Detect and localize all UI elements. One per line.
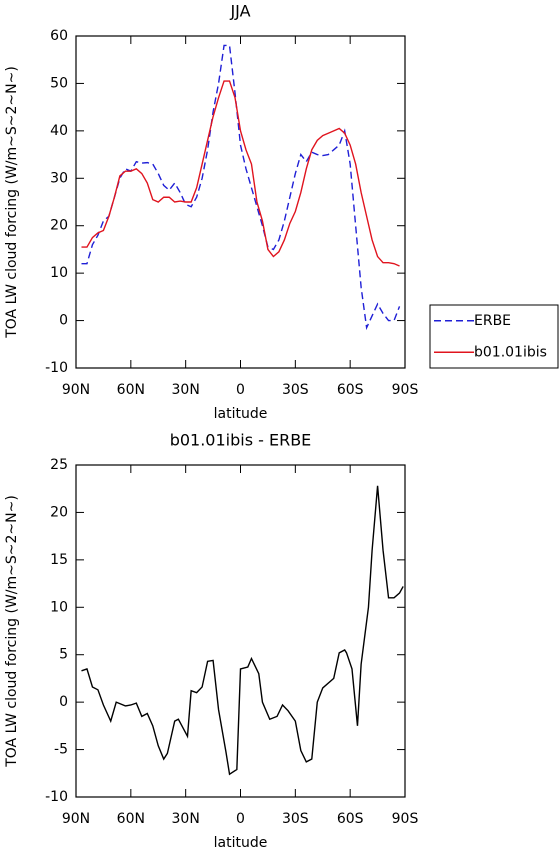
y-axis-label: TOA LW cloud forcing (W/m~S~2~N~) [4, 66, 20, 339]
y-tick-label: 0 [59, 694, 68, 710]
y-tick-label: 20 [50, 218, 68, 234]
y-tick-label: 30 [50, 170, 68, 186]
x-tick-label: 90S [392, 382, 419, 398]
y-tick-label: -10 [45, 360, 68, 376]
y-tick-label: 10 [50, 265, 68, 281]
x-axis-label: latitude [214, 406, 268, 422]
chart-title: b01.01ibis - ERBE [170, 431, 312, 450]
y-tick-label: 50 [50, 75, 68, 91]
x-tick-label: 60S [337, 382, 364, 398]
data-line [81, 44, 401, 331]
x-tick-label: 30S [282, 811, 309, 827]
y-tick-label: 10 [50, 599, 68, 615]
x-tick-label: 0 [236, 811, 245, 827]
y-tick-label: 20 [50, 504, 68, 520]
y-tick-label: 60 [50, 28, 68, 44]
data-line [81, 80, 400, 267]
y-tick-label: 25 [50, 457, 68, 473]
x-tick-label: 90S [392, 811, 419, 827]
x-tick-label: 90N [62, 811, 90, 827]
x-axis-label: latitude [214, 835, 268, 851]
y-tick-label: 5 [59, 647, 68, 663]
x-tick-label: 30N [172, 811, 200, 827]
plot-frame [75, 464, 406, 798]
legend-label: ERBE [474, 313, 511, 329]
y-tick-label: -5 [54, 742, 68, 758]
x-tick-label: 90N [62, 382, 90, 398]
data-line [81, 485, 404, 776]
chart-title: JJA [229, 2, 250, 21]
legend-box [429, 304, 559, 369]
x-tick-label: 60N [117, 382, 145, 398]
legend-label: b01.01ibis [474, 344, 547, 360]
x-tick-label: 0 [236, 382, 245, 398]
y-tick-label: 40 [50, 123, 68, 139]
y-tick-label: 15 [50, 552, 68, 568]
x-tick-label: 30S [282, 382, 309, 398]
x-tick-label: 60S [337, 811, 364, 827]
x-tick-label: 30N [172, 382, 200, 398]
y-tick-label: -10 [45, 789, 68, 805]
x-tick-label: 60N [117, 811, 145, 827]
y-axis-label: TOA LW cloud forcing (W/m~S~2~N~) [4, 495, 20, 768]
y-tick-label: 0 [59, 313, 68, 329]
plot-frame [75, 35, 406, 369]
